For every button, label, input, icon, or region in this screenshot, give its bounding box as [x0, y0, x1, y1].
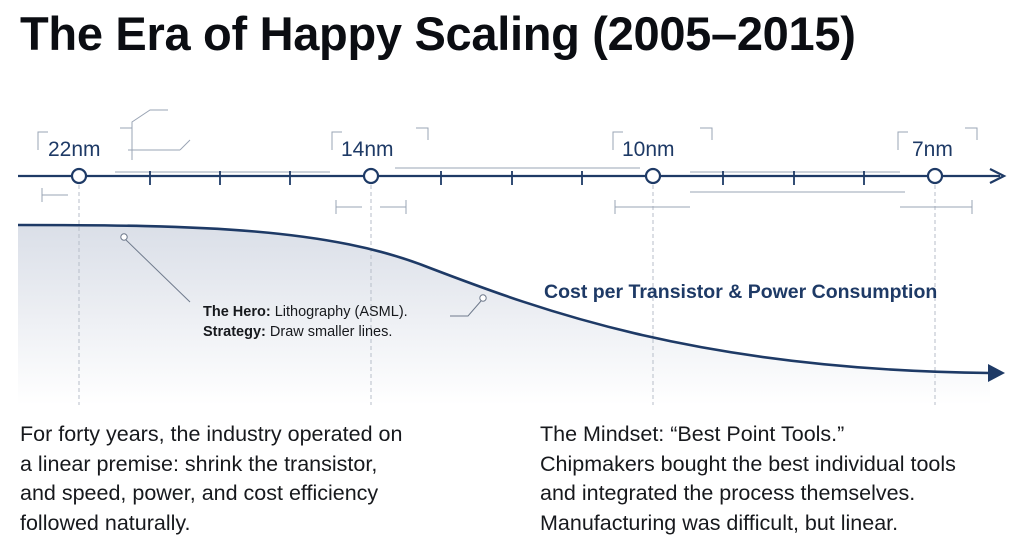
guide-lines: [78, 185, 936, 405]
left-paragraph: For forty years, the industry operated o…: [20, 420, 402, 538]
callout-strategy-value: Draw smaller lines.: [266, 324, 393, 340]
curve-label: Cost per Transistor & Power Consumption: [544, 281, 937, 303]
right-paragraph: The Mindset: “Best Point Tools.” Chipmak…: [540, 420, 956, 538]
node-label-7nm: 7nm: [912, 138, 953, 161]
callout-leaders: [120, 233, 487, 317]
node-14nm: [362, 167, 380, 185]
node-label-14nm: 14nm: [341, 138, 394, 161]
left-paragraph-line: and speed, power, and cost efficiency: [20, 481, 379, 505]
callout-strategy: Strategy: Draw smaller lines.: [203, 324, 392, 340]
node-7nm: [926, 167, 944, 185]
callout-hero: The Hero: Lithography (ASML).: [203, 304, 408, 320]
page-title: The Era of Happy Scaling (2005–2015): [20, 7, 856, 60]
right-paragraph-line: Chipmakers bought the best individual to…: [540, 451, 956, 476]
node-10nm: [644, 167, 662, 185]
left-paragraph-line: followed naturally.: [20, 510, 191, 535]
node-label-22nm: 22nm: [48, 138, 101, 161]
callout-hero-key: The Hero:: [203, 304, 271, 320]
blueprint-annotations: [37, 109, 978, 214]
curve-area-fill: [18, 225, 990, 405]
callout-hero-value: Lithography (ASML).: [271, 304, 408, 320]
right-paragraph-line: and integrated the process themselves.: [540, 481, 916, 505]
node-label-10nm: 10nm: [622, 138, 675, 161]
left-paragraph-line: a linear premise: shrink the transistor,: [20, 451, 378, 476]
left-paragraph-line: For forty years, the industry operated o…: [20, 422, 403, 446]
timeline-ticks: [149, 171, 865, 185]
node-22nm: [70, 167, 88, 185]
callout-strategy-key: Strategy:: [203, 324, 266, 340]
right-paragraph-line: The Mindset: “Best Point Tools.”: [540, 422, 845, 446]
right-paragraph-line: Manufacturing was difficult, but linear.: [540, 510, 899, 535]
timeline-axis: [18, 168, 1007, 184]
cost-curve: [17, 223, 991, 375]
cost-curve-arrowhead: [988, 364, 1005, 382]
